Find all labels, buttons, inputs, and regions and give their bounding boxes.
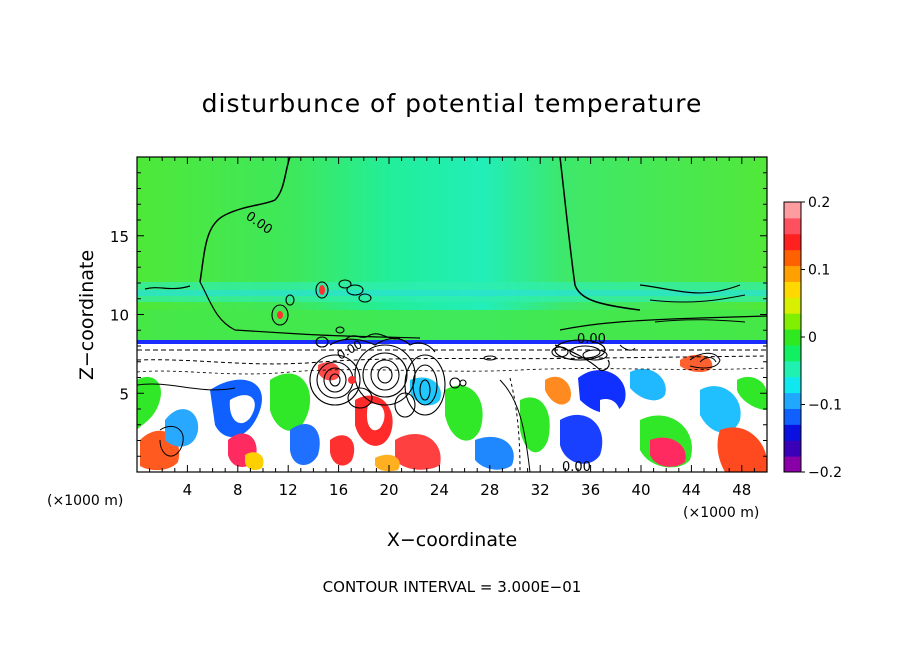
colorbar-swatch bbox=[784, 249, 801, 267]
mid-band-light bbox=[137, 290, 767, 296]
y-axis-label: Z−coordinate bbox=[76, 250, 98, 380]
x-axis-label: X−coordinate bbox=[387, 529, 517, 551]
colorbar-tick-label: 0.2 bbox=[808, 195, 830, 211]
colorbar-swatch bbox=[784, 233, 801, 251]
x-tick-label: 36 bbox=[581, 481, 600, 499]
chart-title: disturbunce of potential temperature bbox=[202, 89, 703, 118]
colorbar bbox=[784, 202, 801, 473]
x-tick-label: 20 bbox=[379, 481, 398, 499]
colorbar-swatch bbox=[784, 376, 801, 394]
colorbar-swatch bbox=[784, 329, 801, 346]
x-tick-label: 24 bbox=[430, 481, 449, 499]
x-axis-unit: (×1000 m) bbox=[683, 505, 759, 521]
y-axis-ticks: 5 10 15 bbox=[110, 172, 767, 457]
y-tick-label: 5 bbox=[119, 385, 129, 403]
colorbar-swatch bbox=[784, 217, 801, 235]
x-axis-ticks: 4 8 12 16 20 24 28 32 36 40 44 48 bbox=[149, 157, 755, 499]
contour-highlights bbox=[277, 285, 356, 384]
colorbar-ticks: 0.2 0.1 0 −0.1 −0.2 bbox=[801, 195, 842, 481]
inversion-line bbox=[137, 340, 767, 344]
y-tick-label: 10 bbox=[110, 307, 129, 325]
colorbar-tick-label: −0.1 bbox=[808, 398, 842, 414]
colorbar-swatch bbox=[784, 265, 801, 282]
contour-lines bbox=[137, 157, 767, 472]
boundary-layer-blobs bbox=[137, 354, 767, 472]
colorbar-swatch bbox=[784, 344, 801, 362]
contour-clusters bbox=[271, 279, 608, 418]
colorbar-tick-label: 0 bbox=[808, 330, 817, 346]
contour-label: 0.00 bbox=[562, 460, 591, 475]
colorbar-tick-label: −0.2 bbox=[808, 465, 842, 481]
colorbar-swatch bbox=[784, 202, 801, 219]
y-tick-label: 15 bbox=[110, 228, 129, 246]
contour-interval-text: CONTOUR INTERVAL = 3.000E−01 bbox=[323, 578, 582, 596]
x-tick-label: 8 bbox=[233, 481, 243, 499]
x-tick-label: 28 bbox=[480, 481, 499, 499]
lower-field-green bbox=[137, 310, 767, 342]
x-tick-label: 48 bbox=[732, 481, 751, 499]
x-tick-label: 4 bbox=[183, 481, 193, 499]
colorbar-swatch bbox=[784, 297, 801, 314]
plot-area: 0.00 0.00 0.00 0.00 bbox=[137, 157, 767, 475]
colorbar-swatch bbox=[784, 456, 801, 473]
x-tick-label: 44 bbox=[682, 481, 701, 499]
contour-label: 0.00 bbox=[577, 332, 606, 347]
colorbar-swatch bbox=[784, 424, 801, 441]
colorbar-swatch bbox=[784, 313, 801, 330]
colorbar-swatch bbox=[784, 281, 801, 298]
colorbar-swatch bbox=[784, 360, 801, 378]
x-tick-label: 12 bbox=[279, 481, 298, 499]
x-tick-label: 16 bbox=[329, 481, 348, 499]
colorbar-swatch bbox=[784, 392, 801, 409]
y-axis-unit: (×1000 m) bbox=[47, 493, 123, 509]
colorbar-swatch bbox=[784, 408, 801, 425]
colorbar-swatch bbox=[784, 440, 801, 457]
colorbar-tick-label: 0.1 bbox=[808, 263, 830, 279]
x-tick-label: 40 bbox=[631, 481, 650, 499]
x-tick-label: 32 bbox=[531, 481, 550, 499]
